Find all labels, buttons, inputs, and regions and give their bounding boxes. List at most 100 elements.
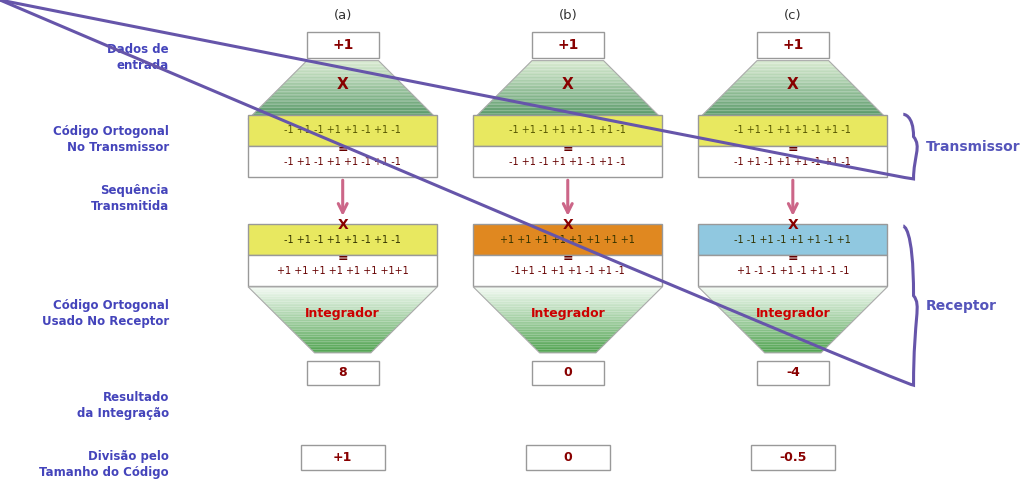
Polygon shape: [522, 334, 614, 336]
Polygon shape: [303, 64, 383, 65]
Polygon shape: [481, 110, 655, 112]
Polygon shape: [730, 85, 855, 87]
Polygon shape: [705, 293, 881, 295]
Polygon shape: [297, 70, 389, 71]
Polygon shape: [313, 351, 372, 353]
Text: Receptor: Receptor: [926, 299, 996, 313]
Polygon shape: [295, 333, 391, 334]
Polygon shape: [750, 67, 836, 68]
Text: 8: 8: [339, 366, 347, 379]
Text: X: X: [787, 78, 799, 92]
Polygon shape: [257, 109, 429, 110]
FancyBboxPatch shape: [249, 224, 438, 255]
Text: =: =: [563, 252, 573, 265]
Polygon shape: [279, 318, 406, 320]
Polygon shape: [518, 331, 618, 333]
Polygon shape: [273, 93, 412, 94]
Polygon shape: [518, 74, 618, 75]
Polygon shape: [482, 295, 654, 297]
Polygon shape: [729, 318, 856, 320]
Polygon shape: [293, 74, 393, 75]
Polygon shape: [727, 88, 858, 90]
Polygon shape: [264, 102, 421, 103]
Polygon shape: [743, 74, 843, 75]
Polygon shape: [306, 344, 380, 346]
Polygon shape: [729, 87, 856, 88]
FancyBboxPatch shape: [698, 146, 887, 177]
Polygon shape: [298, 336, 388, 338]
Text: (c): (c): [784, 9, 802, 22]
Polygon shape: [300, 338, 386, 339]
Polygon shape: [276, 315, 409, 317]
Polygon shape: [505, 85, 630, 87]
Polygon shape: [704, 112, 882, 113]
Polygon shape: [265, 303, 420, 305]
Polygon shape: [522, 70, 614, 71]
Polygon shape: [475, 288, 661, 290]
Polygon shape: [473, 287, 663, 288]
Polygon shape: [712, 300, 874, 302]
Polygon shape: [284, 323, 401, 325]
Polygon shape: [504, 87, 631, 88]
FancyBboxPatch shape: [473, 255, 663, 286]
Polygon shape: [279, 87, 406, 88]
Polygon shape: [507, 84, 628, 85]
Polygon shape: [753, 64, 833, 65]
Polygon shape: [531, 61, 605, 62]
Polygon shape: [249, 287, 438, 288]
Polygon shape: [737, 325, 849, 327]
Polygon shape: [257, 295, 429, 297]
Polygon shape: [485, 298, 651, 300]
Polygon shape: [306, 61, 380, 62]
Polygon shape: [514, 327, 622, 328]
Polygon shape: [254, 112, 432, 113]
FancyBboxPatch shape: [757, 361, 829, 385]
Polygon shape: [713, 103, 873, 104]
Polygon shape: [761, 349, 825, 351]
Text: +1: +1: [783, 38, 803, 52]
Text: -1 -1 +1 -1 +1 +1 -1 +1: -1 -1 +1 -1 +1 +1 -1 +1: [735, 235, 851, 245]
Polygon shape: [286, 80, 399, 81]
Polygon shape: [716, 100, 870, 102]
FancyBboxPatch shape: [532, 361, 604, 385]
FancyBboxPatch shape: [249, 255, 438, 286]
Text: -1 +1 -1 +1 +1 -1 +1 -1: -1 +1 -1 +1 +1 -1 +1 -1: [735, 125, 851, 135]
Polygon shape: [478, 292, 658, 293]
Polygon shape: [753, 341, 833, 343]
Polygon shape: [266, 100, 419, 102]
Polygon shape: [270, 96, 415, 97]
Polygon shape: [739, 327, 847, 328]
Polygon shape: [272, 94, 413, 96]
Polygon shape: [748, 336, 838, 338]
Polygon shape: [250, 288, 436, 290]
Text: X: X: [337, 78, 349, 92]
Polygon shape: [483, 297, 653, 298]
Polygon shape: [758, 346, 828, 348]
Polygon shape: [260, 298, 426, 300]
Polygon shape: [304, 62, 382, 64]
Polygon shape: [266, 305, 419, 307]
Text: 0: 0: [564, 451, 572, 464]
Polygon shape: [754, 62, 832, 64]
Polygon shape: [252, 290, 434, 292]
Polygon shape: [760, 348, 826, 349]
Polygon shape: [291, 75, 395, 77]
Polygon shape: [525, 338, 611, 339]
Polygon shape: [723, 312, 862, 313]
Polygon shape: [714, 102, 872, 103]
Polygon shape: [513, 78, 623, 80]
Polygon shape: [525, 67, 611, 68]
FancyBboxPatch shape: [249, 115, 438, 146]
Polygon shape: [711, 104, 875, 106]
Polygon shape: [484, 107, 652, 109]
Polygon shape: [296, 71, 391, 73]
Polygon shape: [480, 293, 656, 295]
Polygon shape: [497, 94, 638, 96]
Polygon shape: [253, 113, 433, 115]
Polygon shape: [722, 94, 863, 96]
FancyBboxPatch shape: [698, 224, 887, 255]
Polygon shape: [287, 78, 398, 80]
Polygon shape: [500, 313, 636, 315]
Text: Transmissor: Transmissor: [926, 140, 1020, 154]
Polygon shape: [751, 339, 835, 341]
